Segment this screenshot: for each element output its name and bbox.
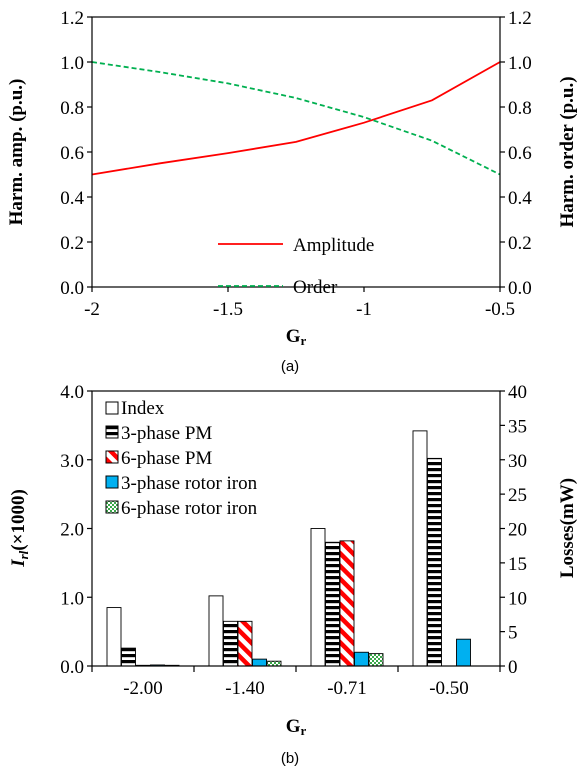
- y-tick-label-right: 0.6: [508, 143, 532, 164]
- x-tick-label: -1: [356, 299, 372, 320]
- y-tick-label-right: 20: [508, 520, 527, 541]
- y-tick-label-left: 0.0: [60, 278, 84, 299]
- bar-index--1.40: [208, 595, 224, 667]
- bar-6-phase-pm--1.40: [237, 620, 253, 667]
- chart-b-left-ticks: 0.0 1.0 2.0 3.0 4.0: [60, 382, 92, 678]
- chart-b-x-ticks: -2.00 -1.40 -0.71 -0.50: [91, 666, 501, 699]
- y-tick-label-right: 0.0: [508, 278, 532, 299]
- chart-b-x-label-sub: r: [301, 723, 307, 738]
- y-tick-label-left: 1.2: [60, 8, 84, 29]
- chart-b-caption: (b): [281, 750, 299, 767]
- y-tick-label-right: 5: [508, 623, 518, 644]
- chart-a-series: [91, 61, 501, 176]
- chart-b: 0.0 1.0 2.0 3.0 4.0 0 5 10 15 20 25 30 35 40 -2.00 -1…: [8, 382, 577, 767]
- y-tick-label-right: 35: [508, 416, 527, 437]
- y-tick-label-right: 0.8: [508, 98, 532, 119]
- chart-a-x-label-main: G: [286, 326, 301, 347]
- bar-3-phase-rotor-iron--1.40: [252, 658, 267, 667]
- y-tick-label-right: 15: [508, 554, 527, 575]
- bar-3-phase-pm--0.50: [427, 457, 442, 667]
- legend-swatch-3phase-rotor-iron: [105, 475, 119, 489]
- legend-label-6phase-rotor-iron: 6-phase rotor iron: [121, 498, 258, 519]
- chart-b-y-label-left: Irl(×1000): [8, 489, 31, 568]
- y-tick-label-right: 10: [508, 588, 527, 609]
- chart-b-y-label-main: I: [8, 559, 29, 568]
- chart-b-legend: Index 3-phase PM 6-phase PM 3-phase roto…: [105, 398, 258, 519]
- chart-a-caption: (a): [281, 358, 299, 375]
- y-tick-label-left: 1.0: [60, 53, 84, 74]
- chart-a-x-label: Gr: [286, 326, 307, 348]
- chart-a-y-label-right: Harm. order (p.u.): [557, 76, 577, 227]
- legend-swatch-3phase-pm: [105, 425, 119, 439]
- chart-a-x-ticks: -2 -1.5 -1 -0.5: [84, 287, 515, 320]
- y-tick-label-left: 0.6: [60, 143, 84, 164]
- y-tick-label-left: 1.0: [60, 588, 84, 609]
- y-tick-label-right: 0.4: [508, 188, 532, 209]
- bar-3-phase-pm--1.40: [223, 620, 238, 667]
- legend-label-6phase-pm: 6-phase PM: [121, 448, 212, 469]
- legend-label-order: Order: [293, 277, 338, 298]
- bar-6-phase-pm--0.71: [339, 540, 355, 667]
- x-tick-label: -0.5: [485, 299, 515, 320]
- y-tick-label-left: 2.0: [60, 520, 84, 541]
- bar-index--2.00: [106, 607, 122, 667]
- y-tick-label-right: 0.2: [508, 233, 532, 254]
- bar-3-phase-pm--0.71: [325, 541, 340, 667]
- y-tick-label-left: 0.8: [60, 98, 84, 119]
- series-line-amplitude: [91, 61, 501, 176]
- chart-a-x-label-sub: r: [301, 333, 307, 348]
- y-tick-label-left: 4.0: [60, 382, 84, 403]
- y-tick-label-right: 25: [508, 485, 527, 506]
- y-tick-label-right: 1.2: [508, 8, 532, 29]
- chart-b-y-label-sub: rl: [16, 550, 31, 559]
- legend-label-amplitude: Amplitude: [293, 235, 374, 256]
- bar-3-phase-rotor-iron--0.71: [354, 651, 369, 667]
- y-tick-label-right: 0: [508, 657, 518, 678]
- chart-b-plot-frame: [91, 390, 501, 667]
- legend-swatch-6phase-pm: [105, 450, 119, 464]
- y-tick-label-right: 40: [508, 382, 527, 403]
- bar-index--0.71: [310, 528, 326, 667]
- chart-b-right-ticks: 0 5 10 15 20 25 30 35 40: [500, 382, 527, 678]
- x-tick-label: -0.50: [429, 678, 469, 699]
- bar-3-phase-pm--2.00: [121, 647, 136, 667]
- x-tick-label: -1.40: [225, 678, 265, 699]
- x-tick-label: -2: [84, 299, 100, 320]
- y-tick-label-right: 30: [508, 451, 527, 472]
- y-tick-label-left: 0.4: [60, 188, 84, 209]
- y-tick-label-left: 0.2: [60, 233, 84, 254]
- legend-label-3phase-pm: 3-phase PM: [121, 423, 212, 444]
- bar-3-phase-rotor-iron--0.50: [456, 638, 471, 667]
- bar-index--0.50: [412, 430, 428, 667]
- chart-a-legend: Amplitude Order: [218, 235, 374, 298]
- chart-a-y-label-left: Harm. amp. (p.u.): [6, 79, 27, 226]
- chart-b-bars: [106, 430, 471, 667]
- legend-label-3phase-rotor-iron: 3-phase rotor iron: [121, 473, 258, 494]
- x-tick-label: -0.71: [327, 678, 367, 699]
- x-tick-label: -1.5: [213, 299, 243, 320]
- legend-swatch-6phase-rotor-iron: [105, 500, 119, 514]
- chart-b-y-label-rest: (×1000): [8, 489, 29, 550]
- legend-swatch-index: [105, 401, 119, 415]
- chart-b-x-label: Gr: [286, 716, 307, 738]
- legend-label-index: Index: [121, 398, 165, 419]
- y-tick-label-left: 0.0: [60, 657, 84, 678]
- chart-a-right-ticks: 0.0 0.2 0.4 0.6 0.8 1.0 1.2: [500, 8, 532, 299]
- chart-a-plot-frame: [91, 16, 501, 288]
- y-tick-label-right: 1.0: [508, 53, 532, 74]
- chart-b-x-label-main: G: [286, 716, 301, 737]
- bar-6-phase-rotor-iron--1.40: [266, 660, 282, 667]
- chart-a: 0.0 0.2 0.4 0.6 0.8 1.0 1.2 0.0 0.2 0.4 0.6 0.8 1.0…: [6, 8, 577, 375]
- y-tick-label-left: 3.0: [60, 451, 84, 472]
- chart-b-y-label-right: Losses(mW): [557, 478, 577, 578]
- series-line-order: [91, 61, 501, 176]
- x-tick-label: -2.00: [123, 678, 163, 699]
- chart-a-left-ticks: 0.0 0.2 0.4 0.6 0.8 1.0 1.2: [60, 8, 92, 299]
- bar-6-phase-rotor-iron--0.71: [368, 653, 384, 667]
